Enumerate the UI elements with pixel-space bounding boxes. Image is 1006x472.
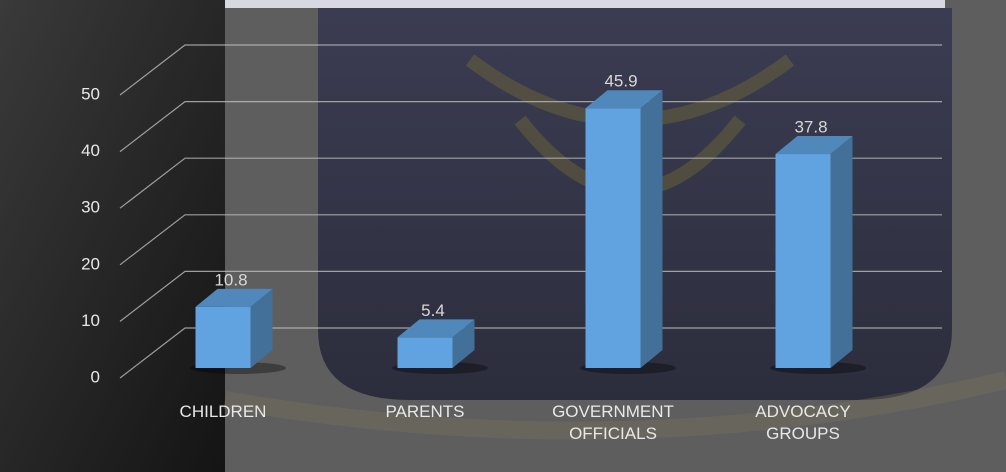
y-tick-label: 0 xyxy=(91,367,100,386)
grid-line xyxy=(119,327,942,379)
bar-top xyxy=(775,136,853,155)
x-tick-label: CHILDREN xyxy=(179,402,267,421)
x-tick-label: PARENTS xyxy=(385,402,465,421)
bar-top xyxy=(585,90,663,109)
x-tick-label: ADVOCACY GROUPS xyxy=(755,402,851,443)
bar xyxy=(195,306,251,368)
bar-top xyxy=(195,288,273,307)
value-label: 10.8 xyxy=(214,270,247,289)
y-tick-label: 10 xyxy=(81,311,100,330)
x-tick-label: GOVERNMENT OFFICIALS xyxy=(552,402,674,443)
bar-top xyxy=(397,319,475,338)
grid-line xyxy=(119,44,942,96)
grid-line xyxy=(119,157,942,209)
bar-side xyxy=(640,90,663,369)
y-tick-label: 30 xyxy=(81,198,100,217)
grid-line xyxy=(119,214,942,266)
value-label: 5.4 xyxy=(421,301,445,320)
ornament xyxy=(223,371,1006,440)
bar xyxy=(585,108,641,369)
y-tick-label: 50 xyxy=(81,84,100,103)
bar xyxy=(397,337,453,368)
y-tick-label: 40 xyxy=(81,141,100,160)
top-band xyxy=(225,0,945,8)
value-label: 37.8 xyxy=(794,118,827,137)
bar-side xyxy=(250,288,273,368)
grid-line xyxy=(119,101,942,153)
bar-side xyxy=(452,319,475,368)
grid-line xyxy=(119,270,942,322)
plot: 0 10 20 30 40 50 10.8 5.4 45.9 37.8 xyxy=(81,44,942,386)
y-tick-label: 20 xyxy=(81,254,100,273)
value-label: 45.9 xyxy=(604,72,637,91)
left-panel xyxy=(0,0,225,472)
bar xyxy=(775,154,831,368)
bar-side xyxy=(830,136,853,368)
